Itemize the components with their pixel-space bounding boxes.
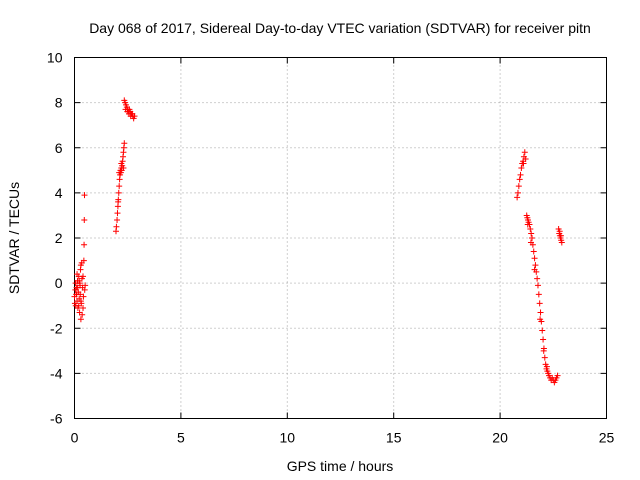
data-point	[514, 189, 521, 196]
data-point	[518, 165, 525, 172]
y-tick-label: -4	[50, 365, 63, 381]
data-point	[118, 160, 125, 167]
data-point	[113, 223, 120, 230]
data-point	[529, 235, 536, 241]
data-point	[129, 110, 136, 117]
data-point	[531, 266, 538, 273]
data-point	[536, 300, 543, 307]
data-point	[75, 302, 82, 309]
data-point	[120, 165, 127, 172]
y-tick-label: 4	[55, 185, 63, 201]
data-point	[528, 230, 535, 237]
data-point	[77, 316, 84, 323]
data-point	[524, 221, 531, 228]
data-point	[535, 291, 542, 298]
plot-frame	[74, 57, 607, 419]
data-point	[522, 156, 529, 163]
data-point	[539, 327, 546, 334]
data-point	[121, 140, 128, 147]
data-points	[71, 97, 565, 386]
y-tick-labels: -6 -4 -2 0 2 4 6 8 10	[47, 50, 63, 427]
data-point	[114, 216, 121, 223]
data-point	[116, 183, 123, 190]
data-point	[116, 169, 123, 176]
data-point	[77, 291, 84, 298]
x-tick-labels: 0 5 10 15 20 25	[71, 430, 615, 446]
data-point	[115, 189, 122, 196]
data-point	[517, 171, 524, 178]
y-tick-label: -6	[50, 411, 63, 427]
data-point	[514, 194, 521, 201]
y-tick-label: 2	[55, 230, 63, 246]
data-point	[543, 363, 550, 370]
y-tick-label: 10	[47, 50, 63, 66]
x-tick-label: 25	[599, 430, 615, 446]
x-tick-label: 5	[177, 430, 185, 446]
data-point	[77, 262, 84, 269]
data-point	[554, 372, 561, 379]
data-point	[530, 248, 537, 255]
data-point	[114, 210, 121, 217]
x-tick-label: 0	[71, 430, 79, 446]
data-point	[540, 347, 547, 354]
data-point	[77, 298, 84, 305]
y-tick-label: 0	[55, 275, 63, 291]
data-point	[556, 228, 563, 235]
data-point	[537, 309, 544, 316]
data-point	[527, 225, 534, 232]
data-point	[82, 282, 89, 289]
data-point	[558, 239, 565, 246]
x-axis-label: GPS time / hours	[287, 458, 394, 474]
y-tick-label: -2	[50, 320, 63, 336]
chart-title: Day 068 of 2017, Sidereal Day-to-day VTE…	[89, 20, 591, 36]
data-point	[515, 183, 522, 190]
y-tick-label: 6	[55, 140, 63, 156]
data-point	[521, 149, 528, 156]
data-point	[541, 354, 548, 361]
data-point	[534, 282, 541, 289]
data-point	[537, 316, 544, 323]
y-tick-label: 8	[55, 95, 63, 111]
data-point	[81, 216, 88, 223]
data-point	[80, 293, 87, 300]
x-tick-label: 20	[492, 430, 508, 446]
data-point	[516, 176, 523, 183]
data-point	[79, 311, 86, 318]
data-point	[74, 271, 81, 278]
x-tick-label: 10	[280, 430, 296, 446]
data-point	[557, 232, 564, 239]
data-point	[81, 192, 88, 199]
y-axis-label: SDTVAR / TECUs	[6, 182, 22, 294]
data-point	[80, 257, 87, 264]
data-point	[531, 255, 538, 262]
grid-lines	[74, 57, 607, 419]
data-point	[520, 160, 527, 167]
data-point	[80, 304, 87, 311]
data-point	[540, 336, 547, 343]
data-point	[534, 275, 541, 282]
data-point	[81, 241, 88, 248]
data-point	[532, 262, 539, 269]
data-point	[115, 198, 122, 205]
data-point	[74, 284, 81, 291]
x-tick-label: 15	[386, 430, 402, 446]
data-point	[76, 277, 83, 284]
data-point	[527, 239, 534, 246]
